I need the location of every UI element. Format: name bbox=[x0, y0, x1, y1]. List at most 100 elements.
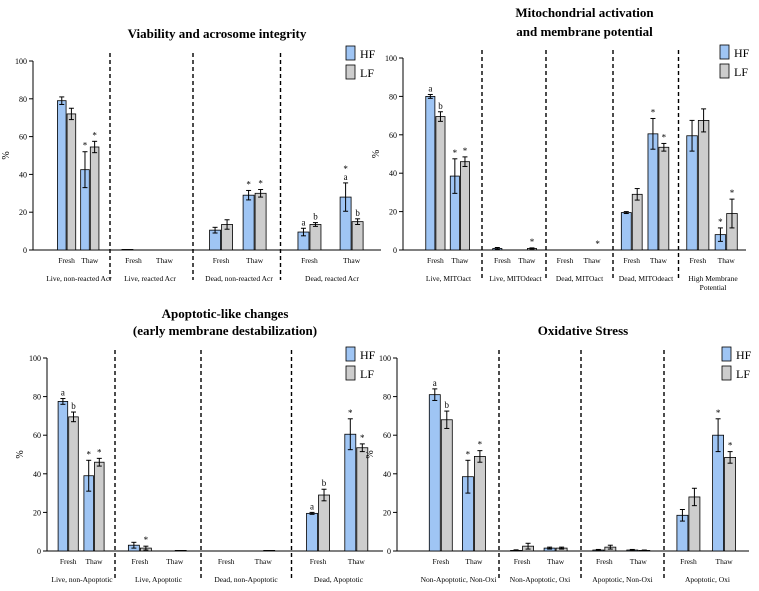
condition-label-fresh: Fresh bbox=[557, 256, 574, 265]
bar-hf-fresh bbox=[57, 401, 69, 552]
condition-label-fresh: Fresh bbox=[125, 256, 142, 265]
bar-hf-thaw bbox=[647, 133, 659, 251]
condition-label-fresh: Fresh bbox=[623, 256, 640, 265]
significance-mark: * bbox=[478, 440, 483, 450]
bar-lf-fresh bbox=[435, 116, 446, 251]
legend-swatch-lf bbox=[719, 63, 730, 79]
y-tick-label: 80 bbox=[19, 95, 27, 104]
legend-label-lf: LF bbox=[360, 367, 374, 381]
significance-mark: * bbox=[651, 107, 656, 117]
legend-swatch-hf bbox=[719, 44, 730, 60]
condition-label-thaw: Thaw bbox=[650, 256, 668, 265]
significance-mark: * bbox=[97, 447, 102, 457]
legend-label-hf: HF bbox=[360, 47, 376, 61]
significance-mark: * bbox=[348, 408, 353, 418]
legend-label-lf: LF bbox=[360, 66, 374, 80]
y-tick-label: 60 bbox=[389, 131, 397, 140]
bar-lf-thaw bbox=[459, 161, 470, 251]
y-axis-label: % bbox=[371, 150, 382, 158]
significance-mark: b bbox=[445, 400, 450, 410]
significance-mark: * bbox=[530, 237, 535, 247]
y-tick-label: 0 bbox=[387, 547, 391, 556]
bar-hf-thaw bbox=[242, 194, 255, 251]
significance-mark: * bbox=[258, 179, 263, 189]
legend-swatch-hf bbox=[345, 346, 356, 362]
chart-2: Mitochondrial activation and membrane pot… bbox=[371, 5, 750, 292]
significance-mark: * bbox=[92, 130, 97, 140]
y-tick-label: 40 bbox=[19, 170, 27, 179]
chart-title: Mitochondrial activation bbox=[515, 5, 654, 20]
bar-hf-thaw bbox=[344, 433, 357, 552]
chart-title: and membrane potential bbox=[516, 24, 653, 39]
bar-lf-thaw bbox=[174, 550, 187, 552]
significance-mark: a bbox=[310, 501, 314, 511]
bar-hf-thaw bbox=[712, 434, 724, 552]
bar-lf-fresh bbox=[68, 416, 79, 552]
significance-mark: * bbox=[360, 433, 365, 443]
condition-label-thaw: Thaw bbox=[547, 557, 565, 566]
significance-mark: a bbox=[344, 172, 348, 182]
group-label: Apoptotic, Non-Oxi bbox=[592, 575, 652, 584]
significance-mark: a bbox=[61, 388, 65, 398]
condition-label-thaw: Thaw bbox=[465, 557, 483, 566]
significance-mark: * bbox=[716, 408, 721, 418]
condition-label-thaw: Thaw bbox=[255, 557, 273, 566]
legend-label-hf: HF bbox=[736, 348, 752, 362]
y-tick-label: 0 bbox=[23, 246, 27, 255]
y-tick-label: 100 bbox=[385, 54, 397, 63]
y-tick-label: 0 bbox=[37, 547, 41, 556]
legend-swatch-lf bbox=[345, 365, 356, 381]
bar-hf-fresh bbox=[121, 249, 134, 251]
condition-label-fresh: Fresh bbox=[494, 256, 511, 265]
condition-label-fresh: Fresh bbox=[213, 256, 230, 265]
condition-label-thaw: Thaw bbox=[156, 256, 174, 265]
condition-label-fresh: Fresh bbox=[680, 557, 697, 566]
significance-mark: b bbox=[438, 101, 443, 111]
condition-label-thaw: Thaw bbox=[246, 256, 264, 265]
condition-label-fresh: Fresh bbox=[132, 557, 149, 566]
significance-mark: * bbox=[453, 148, 458, 158]
condition-label-thaw: Thaw bbox=[584, 256, 602, 265]
group-label: Live, reacted Acr bbox=[124, 274, 176, 283]
group-label: Non-Apoptotic, Non-Oxi bbox=[421, 575, 497, 584]
significance-mark: * bbox=[730, 188, 735, 198]
condition-label-fresh: Fresh bbox=[514, 557, 531, 566]
group-label: Dead, non-reacted Acr bbox=[205, 274, 273, 283]
group-label: Dead, MITOdeact bbox=[619, 274, 674, 283]
bar-lf-thaw bbox=[356, 447, 369, 552]
condition-label-fresh: Fresh bbox=[218, 557, 235, 566]
y-tick-label: 40 bbox=[33, 470, 41, 479]
condition-label-fresh: Fresh bbox=[432, 557, 449, 566]
bar-lf-fresh bbox=[309, 224, 322, 251]
chart-title: (early membrane destabilization) bbox=[133, 323, 317, 338]
legend-swatch-lf bbox=[721, 365, 732, 381]
y-tick-label: 40 bbox=[389, 169, 397, 178]
group-label: Live, MITOdeact bbox=[489, 274, 542, 283]
condition-label-fresh: Fresh bbox=[310, 557, 327, 566]
legend-swatch-lf bbox=[345, 64, 356, 80]
bar-lf-fresh bbox=[318, 494, 330, 552]
condition-label-fresh: Fresh bbox=[596, 557, 613, 566]
condition-label-thaw: Thaw bbox=[518, 256, 536, 265]
legend-label-hf: HF bbox=[360, 348, 376, 362]
significance-mark: * bbox=[728, 441, 733, 451]
group-label: Dead, Apoptotic bbox=[314, 575, 364, 584]
group-label: Live, non-Apoptotic bbox=[51, 575, 113, 584]
bar-hf-fresh bbox=[57, 100, 67, 251]
bar-lf-thaw bbox=[473, 456, 486, 552]
bar-lf-thaw bbox=[658, 146, 670, 251]
condition-label-fresh: Fresh bbox=[58, 256, 75, 265]
condition-label-thaw: Thaw bbox=[348, 557, 366, 566]
bar-lf-fresh bbox=[697, 120, 710, 251]
y-tick-label: 80 bbox=[33, 393, 41, 402]
y-tick-label: 60 bbox=[19, 133, 27, 142]
condition-label-fresh: Fresh bbox=[689, 256, 706, 265]
significance-mark: * bbox=[718, 217, 723, 227]
legend-swatch-hf bbox=[721, 346, 732, 362]
significance-mark: * bbox=[343, 164, 348, 174]
y-tick-label: 20 bbox=[383, 508, 391, 517]
y-tick-label: 20 bbox=[19, 208, 27, 217]
y-tick-label: 100 bbox=[15, 57, 27, 66]
bar-lf-thaw bbox=[94, 461, 105, 552]
condition-label-thaw: Thaw bbox=[85, 557, 103, 566]
